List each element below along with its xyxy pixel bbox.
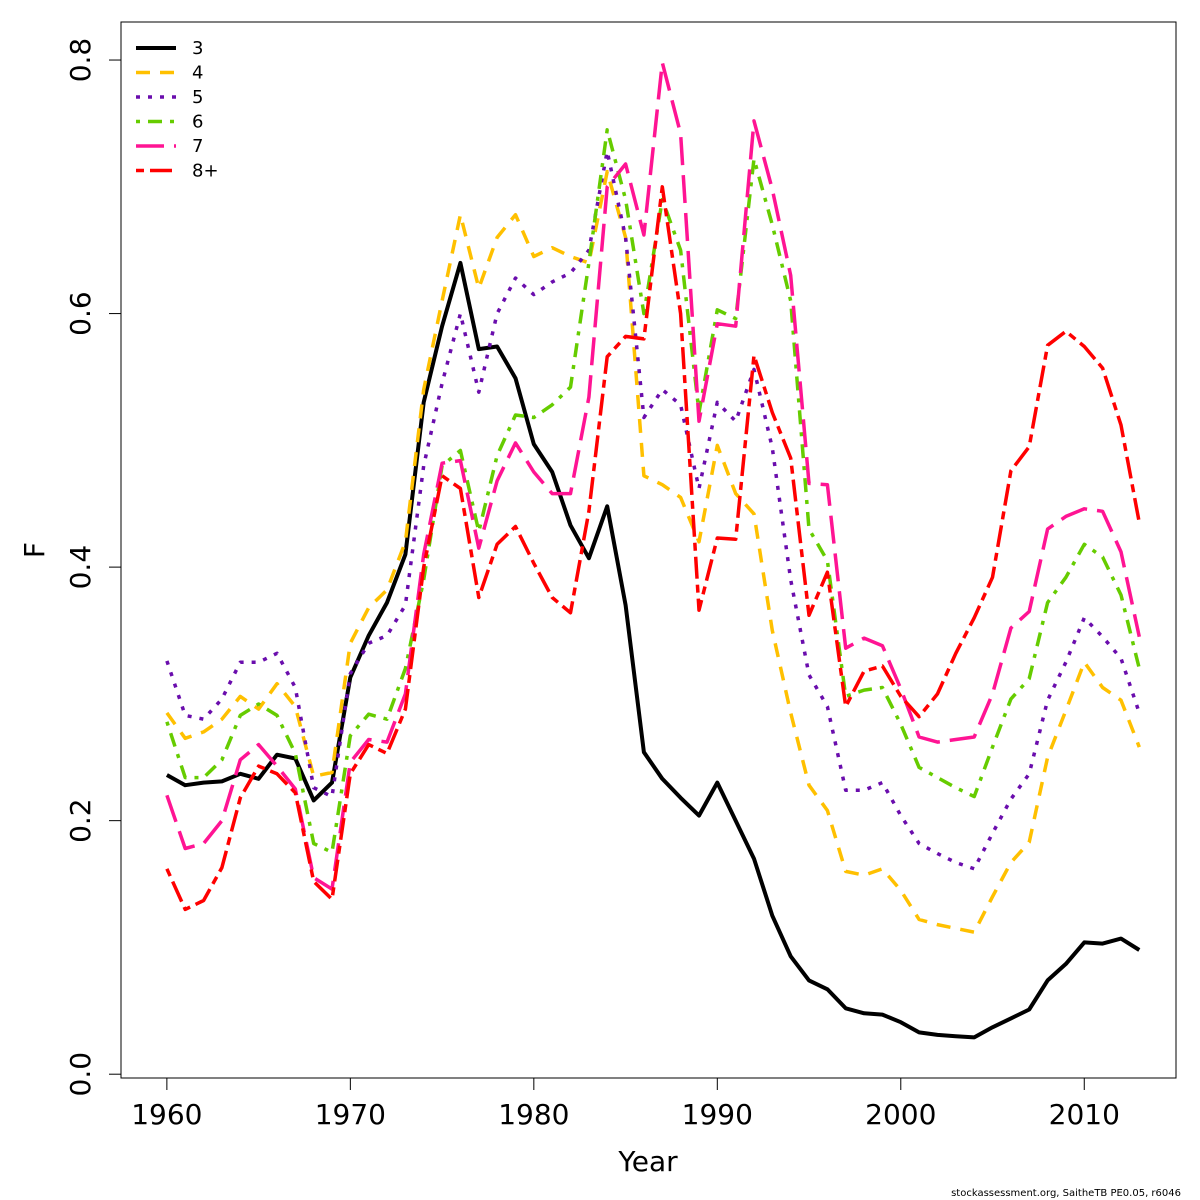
y-tick-label: 0.6 [64, 291, 97, 336]
legend-label: 8+ [192, 161, 219, 182]
x-tick-label: 1970 [315, 1098, 386, 1131]
legend-label: 3 [192, 38, 203, 59]
legend: 3 4 5 6 7 8+ [136, 38, 219, 182]
y-tick-label: 0.8 [64, 38, 97, 83]
y-tick-label: 0.2 [64, 798, 97, 843]
y-axis-title: F [18, 542, 51, 558]
series-line-7 [165, 60, 1142, 891]
y-tick-label: 0.0 [64, 1052, 97, 1097]
x-tick-label: 2000 [865, 1098, 936, 1131]
x-axis: 1960 1970 1980 1990 2000 2010 [131, 1077, 1120, 1131]
plot-box [120, 21, 1177, 1079]
y-tick-label: 0.4 [64, 545, 97, 590]
series-line-8plus [165, 185, 1142, 912]
legend-label: 5 [192, 87, 203, 108]
series-line-3 [165, 260, 1141, 1040]
legend-label: 4 [192, 63, 203, 84]
x-tick-label: 2010 [1049, 1098, 1120, 1131]
y-axis: 0.0 0.2 0.4 0.6 0.8 [64, 38, 122, 1097]
series-line-6 [165, 128, 1141, 855]
x-tick-label: 1990 [682, 1098, 753, 1131]
x-axis-title: Year [617, 1145, 678, 1178]
x-tick-label: 1960 [131, 1098, 202, 1131]
series-line-4 [165, 169, 1141, 934]
series-layer [165, 60, 1142, 1040]
footer-credit: stockassessment.org, SaitheTB PE0.05, r6… [951, 1188, 1181, 1199]
x-tick-label: 1980 [498, 1098, 569, 1131]
legend-label: 6 [192, 112, 203, 133]
legend-label: 7 [192, 136, 203, 157]
